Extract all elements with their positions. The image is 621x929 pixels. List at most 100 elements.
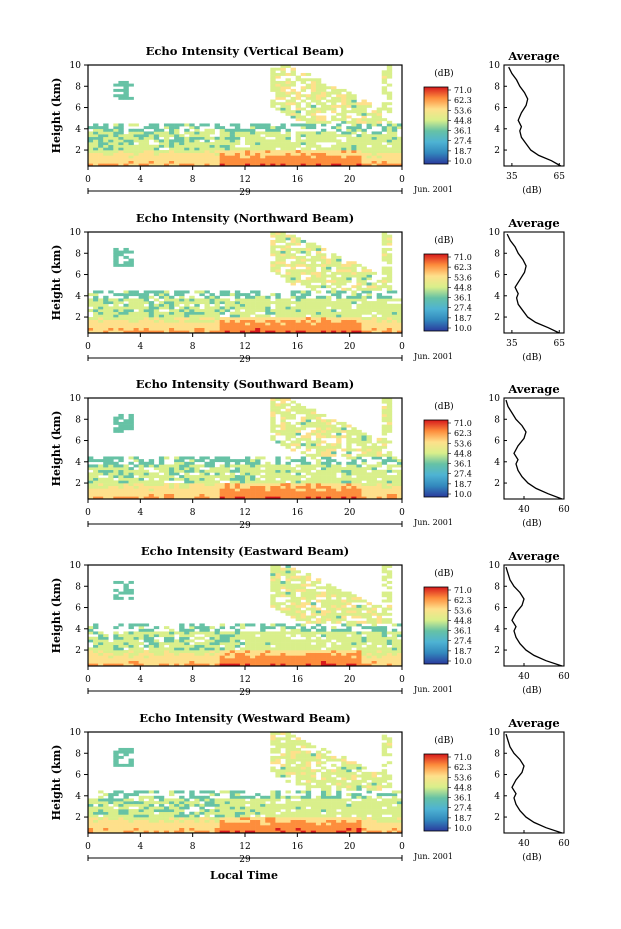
- heatmap-cell: [295, 445, 302, 449]
- heatmap-cell: [326, 322, 332, 326]
- heatmap-cell: [300, 469, 307, 473]
- heatmap-cell: [376, 655, 383, 659]
- heatmap-cell: [174, 469, 180, 473]
- heatmap-cell: [255, 152, 261, 156]
- heatmap-cell: [103, 652, 109, 656]
- heatmap-cell: [290, 408, 296, 412]
- heatmap-cell: [133, 491, 139, 494]
- heatmap-cell: [123, 591, 129, 595]
- heatmap-cell: [386, 239, 393, 243]
- heatmap-cell: [305, 290, 312, 294]
- heatmap-cell: [295, 75, 302, 79]
- heatmap-cell: [305, 263, 312, 267]
- heatmap-cell: [103, 158, 109, 161]
- heatmap-cell: [381, 72, 388, 76]
- heatmap-cell: [239, 311, 246, 315]
- heatmap-cell: [153, 652, 160, 656]
- heatmap-cell: [158, 152, 165, 156]
- heatmap-cell: [300, 612, 307, 616]
- heatmap-cell: [179, 639, 185, 643]
- heatmap-cell: [310, 602, 317, 606]
- heatmap-cell: [98, 303, 104, 307]
- heatmap-cell: [209, 655, 215, 659]
- heatmap-cell: [310, 104, 317, 108]
- heatmap-cell: [113, 416, 119, 420]
- heatmap-cell: [290, 309, 296, 313]
- heatmap-cell: [245, 456, 251, 460]
- heatmap-cell: [143, 150, 150, 154]
- heatmap-cell: [148, 319, 155, 323]
- heatmap-cell: [128, 322, 134, 326]
- heatmap-cell: [265, 309, 271, 313]
- heatmap-cell: [326, 136, 332, 140]
- heatmap-cell: [189, 330, 195, 334]
- heatmap-cell: [361, 306, 367, 310]
- heatmap-cell: [366, 282, 372, 286]
- heatmap-cell: [320, 644, 327, 648]
- heatmap-cell: [285, 427, 291, 431]
- heatmap-cell: [163, 311, 170, 315]
- heatmap-cell: [245, 663, 251, 667]
- heatmap-cell: [326, 464, 332, 468]
- heatmap-cell: [148, 475, 155, 479]
- heatmap-cell: [265, 464, 271, 468]
- heatmap-cell: [88, 663, 94, 667]
- heatmap-cell: [290, 269, 296, 273]
- heatmap-cell: [331, 327, 337, 331]
- heatmap-cell: [295, 322, 302, 326]
- heatmap-cell: [234, 652, 241, 656]
- heatmap-cell: [275, 456, 281, 460]
- heatmap-cell: [128, 596, 134, 600]
- heatmap-cell: [270, 642, 276, 646]
- heatmap-cell: [351, 126, 357, 130]
- heatmap-cell: [310, 160, 317, 164]
- heatmap-cell: [341, 429, 347, 433]
- heatmap-cell: [138, 650, 145, 654]
- heatmap-cell: [326, 150, 332, 154]
- heatmap-cell: [270, 250, 276, 254]
- heatmap-cell: [138, 142, 145, 146]
- heatmap-cell: [118, 485, 124, 489]
- heatmap-cell: [88, 496, 94, 500]
- heatmap-cell: [341, 298, 347, 302]
- heatmap-cell: [386, 67, 393, 71]
- heatmap-cell: [143, 163, 150, 167]
- heatmap-cell: [310, 317, 317, 321]
- heatmap-cell: [361, 134, 367, 138]
- heatmap-cell: [285, 424, 291, 428]
- average-unit: (dB): [522, 185, 541, 196]
- heatmap-cell: [300, 483, 307, 487]
- heatmap-cell: [280, 258, 286, 262]
- heatmap-cell: [214, 327, 220, 331]
- heatmap-cell: [138, 150, 145, 154]
- heatmap-cell: [103, 806, 109, 810]
- heatmap-cell: [118, 327, 124, 331]
- heatmap-cell: [138, 491, 145, 494]
- heatmap-cell: [93, 827, 99, 831]
- heatmap-cell: [381, 594, 388, 598]
- heatmap-cell: [169, 152, 175, 156]
- heatmap-cell: [153, 136, 160, 140]
- heatmap-cell: [113, 658, 119, 661]
- heatmap-cell: [239, 483, 246, 487]
- heatmap-cell: [310, 634, 317, 638]
- heatmap-cell: [234, 663, 241, 667]
- heatmap-cell: [113, 158, 119, 161]
- heatmap-cell: [320, 628, 327, 632]
- heatmap-cell: [245, 306, 251, 310]
- heatmap-cell: [361, 131, 367, 135]
- heatmap-cell: [300, 107, 307, 111]
- heatmap-cell: [245, 134, 251, 138]
- heatmap-cell: [113, 642, 119, 646]
- heatmap-cell: [128, 639, 134, 643]
- heatmap-cell: [199, 327, 205, 331]
- heatmap-cell: [270, 147, 276, 151]
- heatmap-cell: [148, 147, 155, 151]
- heatmap-cell: [320, 493, 327, 497]
- heatmap-cell: [118, 134, 124, 138]
- heatmap-cell: [386, 298, 393, 302]
- heatmap-cell: [169, 309, 175, 313]
- heatmap-cell: [331, 255, 337, 259]
- heatmap-cell: [148, 658, 155, 661]
- heatmap-cell: [315, 631, 322, 635]
